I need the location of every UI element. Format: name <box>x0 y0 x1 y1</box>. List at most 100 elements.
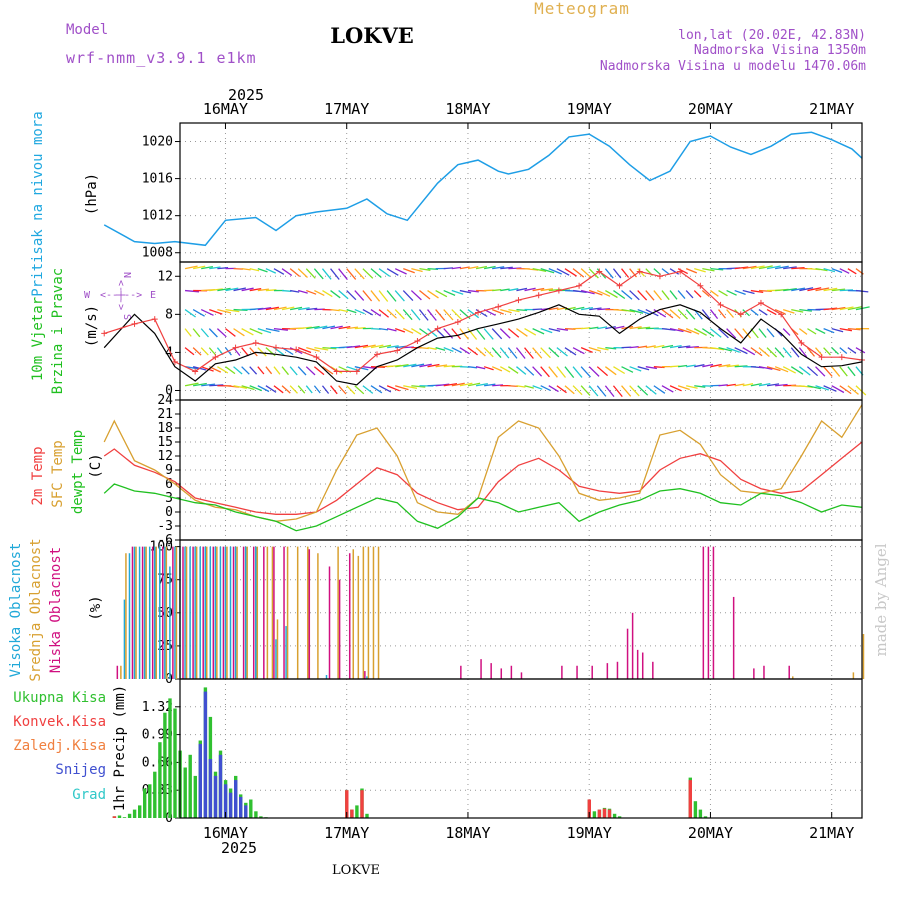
wind-arrow <box>515 347 526 359</box>
wind-arrow <box>524 385 534 389</box>
wind-arrow <box>281 306 295 311</box>
wind-arrow <box>499 328 511 339</box>
wind-arrow <box>839 347 848 354</box>
wind-arrow <box>435 289 448 298</box>
wind-arrow <box>653 290 663 301</box>
compass-cross: <--|--> <box>100 290 142 301</box>
wind-arrow <box>572 289 587 294</box>
wind-arrow <box>516 366 527 375</box>
wind-arrow <box>766 265 781 270</box>
wind-arrow <box>346 308 357 314</box>
wind-arrow <box>653 385 666 394</box>
wind-arrow <box>572 268 585 278</box>
wind-arrow <box>201 383 216 387</box>
product-title: Meteogram <box>534 0 630 18</box>
wind-arrow <box>305 268 316 279</box>
wind-arrow <box>192 347 202 356</box>
wind-arrow <box>475 383 488 387</box>
wind-arrow <box>289 385 298 394</box>
precip-bar <box>122 817 127 818</box>
wind-arrow <box>249 385 263 392</box>
wind-arrow <box>394 290 405 302</box>
wind-arrow <box>427 328 438 338</box>
temp-ytick-label: -6 <box>157 533 173 548</box>
wind-arrow <box>621 308 636 313</box>
wind-arrow <box>548 366 558 378</box>
wind-arrow <box>710 363 722 368</box>
wind-arrow <box>241 287 254 292</box>
precip-bar <box>244 805 248 818</box>
wind-arrow <box>589 326 599 330</box>
wind-gust-marker <box>454 318 461 325</box>
wind-arrow <box>184 347 195 356</box>
wind-arrow <box>815 328 826 334</box>
precip-bar <box>158 742 162 818</box>
wind-arrow <box>629 308 644 314</box>
precip-bar <box>148 784 152 818</box>
wind-arrow <box>645 290 655 301</box>
wind-arrow <box>281 385 291 394</box>
wind-arrow <box>443 289 456 296</box>
wind-arrow <box>467 265 479 270</box>
wind-arrow <box>581 306 594 311</box>
wind-arrow <box>257 268 268 273</box>
wind-arrow <box>500 288 510 292</box>
wind-arrow <box>362 385 374 394</box>
wind-speed-line <box>103 304 863 386</box>
temp-line-0 <box>103 441 863 515</box>
wind-arrow <box>637 308 652 316</box>
wind-arrow <box>726 347 741 353</box>
wind-arrow <box>346 326 359 330</box>
coords-text: lon,lat (20.02E, 42.83N) <box>678 28 866 43</box>
wind-arrow <box>540 385 551 391</box>
precip-bar <box>188 754 192 818</box>
wind-arrow <box>823 385 837 392</box>
wind-arrow <box>217 267 229 270</box>
precip-bar <box>360 790 364 818</box>
wind-arrow <box>839 306 854 311</box>
wind-arrow <box>629 346 639 349</box>
wind-arrow <box>354 290 365 301</box>
wind-arrow <box>225 308 240 313</box>
wind-arrow <box>419 290 431 300</box>
wind-arrow <box>540 366 550 378</box>
location-title: LOKVE <box>330 23 414 48</box>
wind-arrow <box>782 366 796 374</box>
wind-arrow <box>847 268 857 275</box>
wind-gust-marker <box>818 354 825 361</box>
wind-arrow <box>467 347 478 356</box>
precip-bar <box>355 805 359 818</box>
wind-arrow <box>475 265 488 270</box>
precip-bar <box>163 712 167 818</box>
wind-arrow <box>685 268 698 274</box>
wind-arrow <box>217 287 231 292</box>
wind-arrow <box>548 268 562 275</box>
precip-panel: 00.330.660.991.32 <box>112 679 862 826</box>
wind-arrow <box>596 366 609 377</box>
wind-arrow <box>564 385 575 395</box>
wind-arrow <box>362 290 373 302</box>
wind-arrow <box>629 290 640 301</box>
precip-label-4: Snijeg <box>55 762 106 778</box>
precip-label-3: Zaledj.Kisa <box>13 738 106 754</box>
wind-arrow <box>750 347 763 357</box>
wind-arrow <box>508 366 519 374</box>
wind-arrow <box>701 309 711 320</box>
temp-ytick-label: 18 <box>157 421 173 436</box>
wind-arrow <box>701 290 710 297</box>
wind-arrow <box>855 347 866 354</box>
wind-arrow <box>839 366 848 377</box>
wind-arrow <box>815 268 828 272</box>
wind-arrow <box>362 366 377 370</box>
wind-arrow <box>758 309 768 316</box>
wind-arrow <box>192 309 205 317</box>
wind-arrow <box>726 364 739 368</box>
wind-arrow <box>629 268 638 278</box>
cloud-panel: 0255075100 <box>116 540 865 687</box>
wind-arrow <box>702 268 715 272</box>
wind-arrow <box>410 290 422 301</box>
temp-ytick-label: 3 <box>165 491 173 506</box>
wind-gust-marker <box>272 344 279 351</box>
wind-arrow <box>475 328 486 340</box>
wind-arrow <box>847 366 856 377</box>
